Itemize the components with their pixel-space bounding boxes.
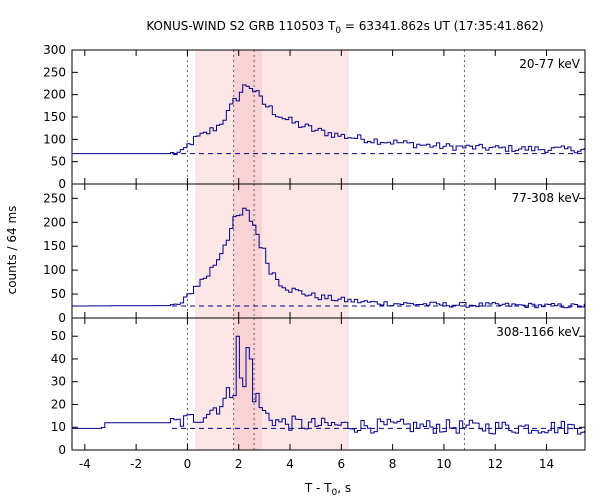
- panel-frame: [71, 317, 586, 451]
- shaded-interval-2: [233, 50, 262, 184]
- y-tick-label: 200: [43, 215, 66, 229]
- x-tick-label: -2: [130, 457, 142, 471]
- y-tick-label: 10: [51, 420, 66, 434]
- panel-2: 0 50 100 150 200 250 77-308 keV: [43, 183, 586, 325]
- light-curve-series: [72, 207, 585, 309]
- y-tick-label: 100: [43, 263, 66, 277]
- x-tick-label: 0: [184, 457, 192, 471]
- y-tick-label: 200: [43, 88, 66, 102]
- light-curve-series: [72, 335, 585, 435]
- y-tick-label: 0: [58, 443, 66, 457]
- light-curve-series: [72, 84, 585, 156]
- x-tick-label: 14: [539, 457, 554, 471]
- y-tick-label: 50: [51, 329, 66, 343]
- chart-title-subscript: 0: [335, 26, 341, 36]
- y-tick-label: 20: [51, 397, 66, 411]
- chart-title: KONUS-WIND S2 GRB 110503 T0 = 63341.862s…: [146, 19, 543, 36]
- panel-3: 0 10 20 30 40 50 308-1166 keV: [51, 317, 586, 457]
- x-tick-label: 10: [436, 457, 451, 471]
- panel-energy-label: 308-1166 keV: [496, 325, 580, 339]
- y-tick-label: 0: [58, 311, 66, 325]
- x-axis-label-rest: , s: [337, 481, 351, 495]
- panel-energy-label: 77-308 keV: [512, 191, 581, 205]
- x-axis-label: T - T0, s: [304, 481, 351, 498]
- shaded-interval-2: [233, 318, 262, 450]
- shaded-interval-1: [195, 318, 350, 450]
- shaded-interval-2: [233, 184, 262, 318]
- y-tick-label: 30: [51, 375, 66, 389]
- y-tick-label: 250: [43, 191, 66, 205]
- x-tick-label: 2: [235, 457, 243, 471]
- y-tick-label: 40: [51, 352, 66, 366]
- y-tick-label: 150: [43, 239, 66, 253]
- x-tick-label: -4: [79, 457, 91, 471]
- shaded-interval-1: [195, 50, 350, 184]
- chart-title-rest: = 63341.862s UT (17:35:41.862): [341, 19, 544, 33]
- y-tick-label: 250: [43, 65, 66, 79]
- x-axis-label-subscript: 0: [332, 488, 338, 498]
- y-tick-label: 50: [51, 155, 66, 169]
- panel-energy-label: 20-77 keV: [519, 57, 581, 71]
- x-tick-label: 6: [338, 457, 346, 471]
- y-axis-label: counts / 64 ms: [5, 206, 19, 295]
- x-axis-label-main: T - T: [304, 481, 332, 495]
- y-tick-label: 0: [58, 177, 66, 191]
- shaded-interval-1: [195, 184, 350, 318]
- chart-title-main: KONUS-WIND S2 GRB 110503 T: [146, 19, 336, 33]
- x-tick-label: 4: [286, 457, 294, 471]
- y-tick-label: 100: [43, 132, 66, 146]
- y-tick-label: 50: [51, 287, 66, 301]
- x-tick-label: 8: [389, 457, 397, 471]
- y-tick-label: 150: [43, 110, 66, 124]
- panel-1: 0 50 100 150 200 250 300 20-77 keV: [43, 43, 586, 191]
- x-tick-label: 12: [488, 457, 503, 471]
- y-tick-label: 300: [43, 43, 66, 57]
